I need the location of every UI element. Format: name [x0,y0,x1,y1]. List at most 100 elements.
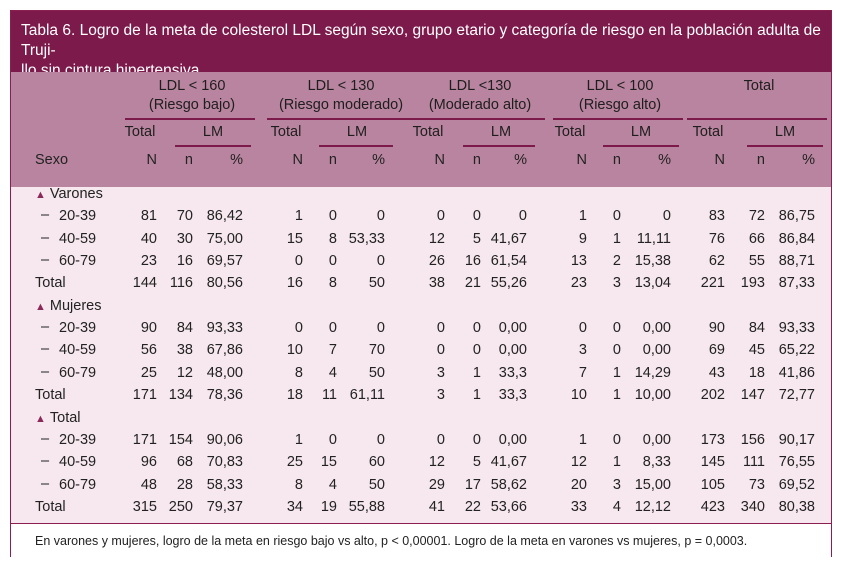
table-cell: 171 [132,431,157,448]
table-cell: 40 [140,230,157,247]
table-cell: 16 [176,253,193,270]
group-subtitle: (Riesgo moderado) [278,97,404,113]
table-cell: 8 [294,476,303,493]
lm-rule [319,145,393,147]
table-cell: 93,33 [778,320,815,337]
table-cell: 0 [472,320,481,337]
column-header-n: n [184,152,193,168]
table-cell: 3 [436,387,445,404]
table-cell: 5 [472,454,481,471]
table-cell: 173 [700,431,725,448]
table-cell: 4 [328,364,337,381]
table-cell: 0,00 [498,320,527,337]
row-label-age: 40-59 [59,454,97,471]
table-cell: 144 [132,275,157,292]
table-cell: 1 [612,364,621,381]
table-cell: 1 [578,431,587,448]
triangle-bullet-icon: ▲ [35,412,46,425]
table-cell: 0 [518,208,527,225]
group-rule [553,118,683,120]
table-cell: 0 [612,431,621,448]
lm-rule [175,145,251,147]
table-cell: 1 [294,208,303,225]
table-cell: 68 [176,454,193,471]
table-cell: 72 [748,208,765,225]
table-cell: 22 [464,498,481,515]
table-cell: 50 [368,364,385,381]
table-cell: 80,56 [206,275,243,292]
table-cell: 38 [176,342,193,359]
table-cell: 33,3 [498,364,527,381]
table-cell: 134 [168,387,193,404]
table-cell: 76 [708,230,725,247]
table-cell: 50 [368,476,385,493]
table-cell: 86,75 [778,208,815,225]
table-cell: 84 [176,320,193,337]
triangle-bullet-icon: ▲ [35,300,46,313]
table-cell: 1 [612,230,621,247]
table-cell: 79,37 [206,498,243,515]
table-cell: 58,62 [490,476,527,493]
table-cell: 53,66 [490,498,527,515]
table-cell: 12,12 [634,498,671,515]
table-cell: 0 [436,342,445,359]
table-cell: 0 [578,320,587,337]
row-label-age: 60-79 [59,364,97,381]
table-cell: 1 [578,208,587,225]
table-cell: 171 [132,387,157,404]
table-cell: 81 [140,208,157,225]
table-cell: 0 [472,431,481,448]
table-cell: 0,00 [498,431,527,448]
table-cell: 41,67 [490,230,527,247]
table-cell: 73 [748,476,765,493]
table-cell: 16 [464,253,481,270]
table-cell: 60 [368,454,385,471]
subheader-total: Total [124,124,156,140]
table-cell: 69 [708,342,725,359]
column-header-%: % [514,152,527,168]
table-cell: 250 [168,498,193,515]
column-header-n: n [328,152,337,168]
table-title-line-1: Tabla 6. Logro de la meta de colesterol … [21,22,821,59]
table-cell: 0 [436,431,445,448]
table-cell: 33,3 [498,387,527,404]
table-cell: 145 [700,454,725,471]
table-cell: 7 [328,342,337,359]
table-cell: 3 [578,342,587,359]
table-cell: 0,00 [642,342,671,359]
table-cell: 0 [376,431,385,448]
table-cell: 1 [472,364,481,381]
table-cell: 93,33 [206,320,243,337]
subheader-lm: LM [490,124,512,140]
table-cell: 55 [748,253,765,270]
subheader-total: Total [270,124,302,140]
table-cell: 0 [436,320,445,337]
group-title: LDL <130 [448,78,512,94]
table-cell: 19 [320,498,337,515]
table-cell: 221 [700,275,725,292]
table-cell: 43 [708,364,725,381]
table-cell: 38 [428,275,445,292]
table-cell: 14,29 [634,364,671,381]
table-cell: 84 [748,320,765,337]
subheader-total: Total [412,124,444,140]
table-cell: 90,17 [778,431,815,448]
row-label-age: 40-59 [59,230,97,247]
subheader-lm: LM [630,124,652,140]
table-cell: 72,77 [778,387,815,404]
table-cell: 87,33 [778,275,815,292]
table-cell: 62 [708,253,725,270]
table-cell: 16 [286,275,303,292]
column-header-N: N [714,152,725,168]
group-title: LDL < 130 [307,78,375,94]
row-dash: – [41,252,50,269]
column-header-%: % [372,152,385,168]
table-cell: 48,00 [206,364,243,381]
table-cell: 0 [328,253,337,270]
row-dash: – [41,319,50,336]
group-subtitle: (Riesgo alto) [578,97,662,113]
table-cell: 18 [286,387,303,404]
row-label-age: 20-39 [59,208,97,225]
table-cell: 0 [612,320,621,337]
row-dash: – [41,341,50,358]
